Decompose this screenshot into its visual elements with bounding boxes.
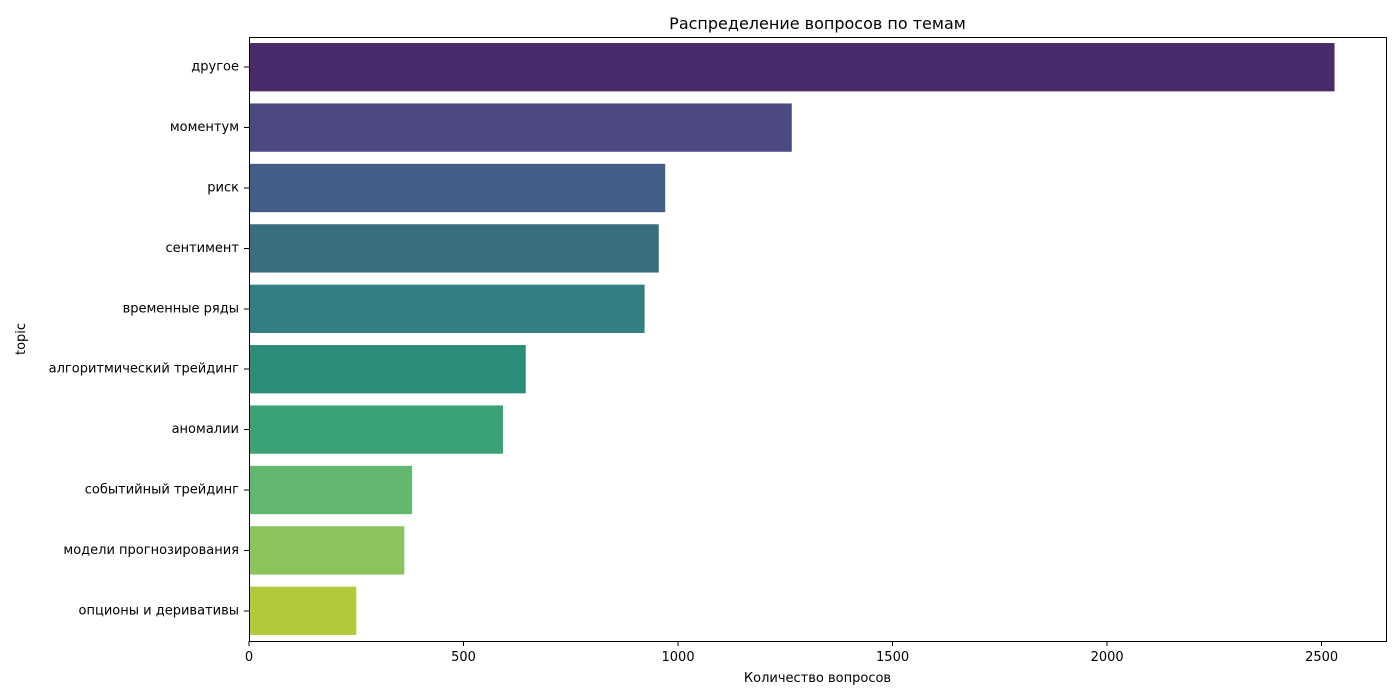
y-tick-label-2: риск bbox=[207, 181, 239, 196]
plot-frame bbox=[249, 37, 1387, 642]
y-tick-label-1: моментум bbox=[170, 120, 239, 135]
x-tick-label-0: 0 bbox=[245, 650, 253, 665]
y-axis-title: topic bbox=[14, 323, 29, 355]
y-tick-label-4: временные ряды bbox=[123, 301, 239, 316]
x-tick-label-5: 2500 bbox=[1305, 650, 1338, 665]
y-tick-label-8: модели прогнозирования bbox=[63, 543, 239, 558]
bar-0 bbox=[249, 43, 1335, 92]
bar-4 bbox=[249, 284, 645, 333]
bar-2 bbox=[249, 163, 666, 213]
x-tick-label-3: 1500 bbox=[876, 650, 909, 665]
y-tick-label-6: аномалии bbox=[172, 422, 239, 437]
bar-6 bbox=[249, 405, 504, 454]
y-tick-label-3: сентимент bbox=[165, 241, 239, 256]
y-tick-label-5: алгоритмический трейдинг bbox=[49, 362, 240, 377]
bar-9 bbox=[249, 586, 357, 635]
y-tick-label-7: событийный трейдинг bbox=[85, 483, 239, 498]
x-axis-ticks: 0 500 1000 1500 2000 2500 bbox=[245, 641, 1338, 665]
x-tick-label-2: 1000 bbox=[662, 650, 695, 665]
y-tick-label-0: другое bbox=[191, 60, 239, 75]
y-axis-labels: другое моментум риск сентимент временные ряд… bbox=[49, 60, 249, 618]
y-tick-label-9: опционы и деривативы bbox=[79, 603, 239, 618]
bar-7 bbox=[249, 465, 413, 515]
x-tick-label-4: 2000 bbox=[1091, 650, 1124, 665]
x-axis-title: Количество вопросов bbox=[744, 671, 891, 686]
bar-3 bbox=[249, 224, 659, 273]
bar-5 bbox=[249, 345, 526, 394]
chart-title: Распределение вопросов по темам bbox=[669, 14, 966, 33]
bars-group bbox=[249, 43, 1335, 635]
bar-1 bbox=[249, 103, 792, 152]
x-tick-label-1: 500 bbox=[451, 650, 476, 665]
bar-8 bbox=[249, 526, 405, 575]
